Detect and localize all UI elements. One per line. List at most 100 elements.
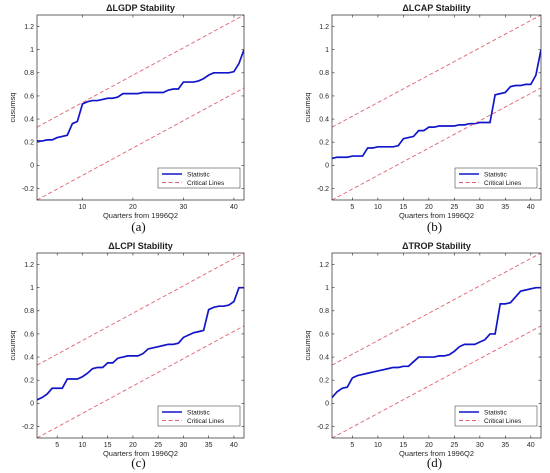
- x-tick-label: 20: [129, 204, 137, 211]
- y-tick-label: 0: [325, 401, 329, 408]
- legend-box: [157, 405, 241, 427]
- legend: Statistic Critical Lines: [157, 167, 241, 189]
- critical-line-2: [37, 325, 244, 438]
- y-tick-label: -0.2: [317, 186, 329, 193]
- y-tick-label: 0.8: [319, 70, 329, 77]
- y-tick-label: 0.6: [24, 331, 34, 338]
- y-tick-label: 0.2: [319, 378, 329, 385]
- y-tick-label: 1.2: [319, 24, 329, 31]
- critical-line-2: [332, 325, 541, 438]
- axes-box: [36, 252, 245, 439]
- x-tick-label: 25: [450, 442, 458, 449]
- statistic-line: [37, 49, 244, 142]
- legend-critical-label: Critical Lines: [484, 180, 522, 187]
- y-tick-label: 0.6: [319, 331, 329, 338]
- y-tick-label: -0.2: [22, 424, 34, 431]
- x-tick-label: 30: [180, 442, 188, 449]
- x-tick-label: 5: [350, 204, 354, 211]
- x-tick-label: 40: [230, 442, 238, 449]
- x-tick-label: 35: [501, 204, 509, 211]
- x-tick-label: 15: [399, 442, 407, 449]
- x-tick-label: 10: [374, 442, 382, 449]
- x-tick-label: 5: [350, 442, 354, 449]
- x-axis-label: Quarters from 1996Q2: [103, 449, 178, 458]
- y-tick-label: 0.6: [319, 93, 329, 100]
- chart-panel-d: -0.2 0 0.2 0.4 0.6 0.8 1 1.2 5 10 15 20 25 30 35 40 ΔTRO…: [303, 241, 542, 470]
- y-tick-label: -0.2: [317, 424, 329, 431]
- legend-statistic-label: Statistic: [187, 409, 211, 416]
- y-tick-label: 0.8: [319, 308, 329, 315]
- y-tick-label: 0.2: [24, 140, 34, 147]
- y-axis-label: cusumsq: [8, 92, 17, 122]
- x-tick-label: 25: [450, 204, 458, 211]
- y-tick-label: 0.8: [24, 70, 34, 77]
- critical-line-1: [332, 15, 541, 128]
- x-tick-label: 30: [180, 204, 188, 211]
- chart-title: ΔTROP Stability: [402, 241, 471, 251]
- critical-line-2: [332, 87, 541, 200]
- y-tick-label: 0.8: [24, 308, 34, 315]
- y-tick-label: 0.4: [319, 354, 329, 361]
- x-tick-label: 10: [374, 204, 382, 211]
- statistic-line: [332, 286, 541, 399]
- y-tick-label: 0: [325, 163, 329, 170]
- x-tick-label: 30: [476, 442, 484, 449]
- y-tick-label: 1: [325, 47, 329, 54]
- x-tick-label: 5: [55, 442, 59, 449]
- panel-label: (c): [131, 455, 145, 470]
- y-tick-label: 0.4: [24, 354, 34, 361]
- chart-title: ΔLGDP Stability: [106, 3, 175, 13]
- legend: Statistic Critical Lines: [157, 405, 241, 427]
- y-tick-label: 1: [325, 285, 329, 292]
- chart-panel-b: -0.2 0 0.2 0.4 0.6 0.8 1 1.2 5 10 15 20 25 30 35 40 ΔLCA…: [303, 3, 542, 234]
- y-tick-label: 0: [30, 401, 34, 408]
- critical-line-1: [37, 15, 244, 128]
- y-tick-label: 1.2: [24, 262, 34, 269]
- legend-box: [454, 405, 538, 427]
- critical-line-1: [37, 253, 244, 366]
- x-tick-label: 40: [230, 204, 238, 211]
- statistic-line: [37, 286, 244, 401]
- statistic-line: [332, 49, 541, 160]
- y-tick-label: 1.2: [24, 24, 34, 31]
- x-axis-label: Quarters from 1996Q2: [103, 211, 178, 220]
- x-tick-label: 40: [527, 442, 535, 449]
- y-tick-label: 1: [30, 47, 34, 54]
- critical-line-2: [37, 87, 244, 200]
- x-tick-label: 25: [154, 442, 162, 449]
- y-tick-label: 0.2: [319, 140, 329, 147]
- legend-critical-label: Critical Lines: [187, 418, 225, 425]
- panel-label: (d): [427, 455, 442, 470]
- y-tick-label: 0: [30, 163, 34, 170]
- x-tick-label: 10: [79, 442, 87, 449]
- x-axis-label: Quarters from 1996Q2: [399, 211, 474, 220]
- legend-statistic-label: Statistic: [484, 171, 508, 178]
- panel-label: (a): [131, 219, 145, 234]
- x-tick-label: 10: [79, 204, 87, 211]
- axes-box: [36, 14, 245, 201]
- y-tick-label: 0.6: [24, 93, 34, 100]
- y-tick-label: -0.2: [22, 186, 34, 193]
- x-tick-label: 15: [399, 204, 407, 211]
- x-tick-label: 35: [205, 442, 213, 449]
- x-tick-label: 20: [425, 204, 433, 211]
- chart-title: ΔLCPI Stability: [108, 241, 172, 251]
- x-tick-label: 15: [104, 442, 112, 449]
- legend: Statistic Critical Lines: [454, 405, 538, 427]
- x-tick-label: 20: [129, 442, 137, 449]
- legend-box: [454, 167, 538, 189]
- x-axis-label: Quarters from 1996Q2: [399, 449, 474, 458]
- legend-statistic-label: Statistic: [484, 409, 508, 416]
- legend-statistic-label: Statistic: [187, 171, 211, 178]
- legend-critical-label: Critical Lines: [484, 418, 522, 425]
- x-tick-label: 30: [476, 204, 484, 211]
- y-axis-label: cusumsq: [8, 330, 17, 360]
- axes-box: [331, 14, 542, 201]
- x-tick-label: 20: [425, 442, 433, 449]
- critical-line-1: [332, 253, 541, 366]
- chart-panel-c: -0.2 0 0.2 0.4 0.6 0.8 1 1.2 5 10 15 20 25 30 35 40 ΔLCP…: [8, 241, 245, 470]
- y-tick-label: 0.2: [24, 378, 34, 385]
- panel-label: (b): [427, 219, 442, 234]
- x-tick-label: 35: [501, 442, 509, 449]
